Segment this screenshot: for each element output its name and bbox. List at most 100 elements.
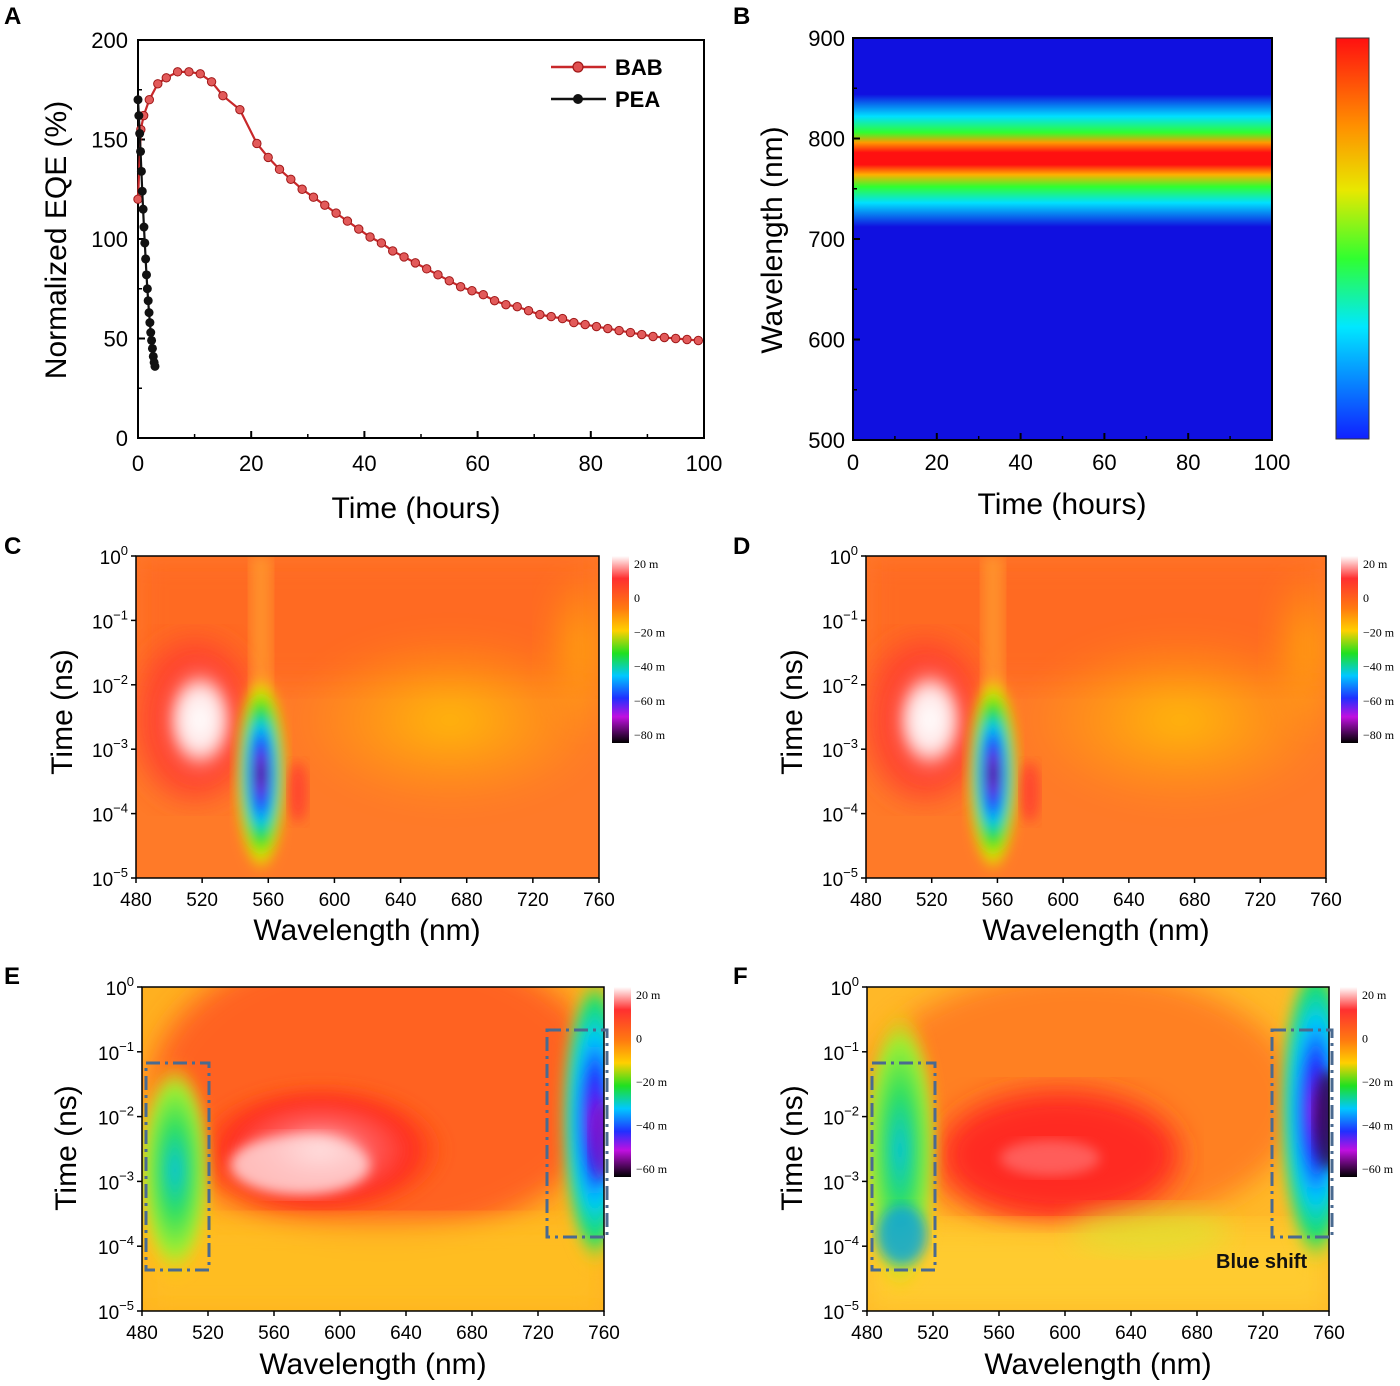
legend-pea-label: PEA xyxy=(615,87,660,112)
y-tick-label-c: 10−3 xyxy=(92,736,128,762)
point-bab xyxy=(659,332,670,343)
point-bab xyxy=(153,79,163,89)
colorbar-labels-c: 20 m 0 −20 m −40 m −60 m −80 m xyxy=(634,557,666,742)
y-tick-label-b: 600 xyxy=(808,328,845,353)
panel-letter-d: D xyxy=(733,533,750,560)
point-bab xyxy=(297,184,307,194)
x-axis-title-a: Time (hours) xyxy=(332,492,501,525)
ticks-d: 480 520 560 600 640 680 720 760 100 10−1 10−2 10−3 1… xyxy=(822,543,1342,911)
colorbar-label-f: −60 m xyxy=(1362,1162,1394,1176)
panel-letter-c: C xyxy=(4,533,21,560)
ticks-c: 480 520 560 600 640 680 720 760 100 10−1 10−2 10−3 1… xyxy=(92,543,615,911)
x-tick-label-f: 480 xyxy=(851,1323,883,1344)
panel-letter-e: E xyxy=(4,963,20,990)
panel-f: F Blue shift 480 520 560 600 640 680 720 760 100… xyxy=(733,963,1394,1381)
x-tick-label-e: 760 xyxy=(588,1323,620,1344)
series-line-bab xyxy=(136,70,699,342)
point-bab xyxy=(218,91,228,101)
y-tick-label-b: 800 xyxy=(808,127,845,152)
blue-shift-annotation: Blue shift xyxy=(1216,1251,1307,1273)
y-tick-label-f: 10−2 xyxy=(823,1104,859,1130)
colorbar-label-e: −60 m xyxy=(636,1162,668,1176)
point-bab xyxy=(557,313,568,324)
y-tick-label-e: 10−2 xyxy=(98,1104,134,1130)
colorbar-e xyxy=(614,987,631,1177)
colorbar-label-c: 20 m xyxy=(634,557,659,571)
point-bab xyxy=(274,164,285,175)
highlight-box-right-f xyxy=(1270,1028,1334,1239)
colorbar-label-d: −60 m xyxy=(1363,694,1395,708)
point-bab xyxy=(235,104,245,115)
heatmap-f xyxy=(867,987,1329,1311)
y-tick-label-d: 10−1 xyxy=(822,607,858,633)
point-bab xyxy=(399,252,409,262)
point-bab xyxy=(648,331,658,342)
point-bab xyxy=(421,264,432,274)
point-bab xyxy=(184,67,194,77)
x-tick-label-c: 560 xyxy=(252,890,284,911)
colorbar-label-e: −40 m xyxy=(636,1119,668,1133)
x-axis-title-e: Wavelength (nm) xyxy=(259,1348,486,1381)
y-tick-label-a: 200 xyxy=(91,28,128,53)
point-bab xyxy=(195,69,205,79)
x-tick-label-d: 480 xyxy=(850,890,882,911)
y-tick-label-c: 10−5 xyxy=(92,865,128,891)
highlight-box-right-e xyxy=(545,1028,609,1239)
colorbar-labels-d: 20 m 0 −20 m −40 m −60 m −80 m xyxy=(1363,557,1395,742)
x-tick-label-a: 100 xyxy=(686,451,723,476)
colorbar-label-f: −40 m xyxy=(1362,1119,1394,1133)
point-bab xyxy=(365,232,375,242)
point-bab xyxy=(591,321,602,332)
colorbar-label-e: 20 m xyxy=(636,988,661,1002)
point-pea xyxy=(147,335,157,345)
point-pea xyxy=(147,343,157,353)
ticks-a: 0 20 40 60 80 100 0 50 100 150 200 xyxy=(91,28,722,476)
y-tick-label-b: 500 xyxy=(808,428,845,453)
point-bab xyxy=(569,317,579,328)
x-tick-label-e: 720 xyxy=(522,1323,554,1344)
point-bab xyxy=(501,299,511,310)
panel-e: E 480 520 560 600 640 680 720 760 100 10−1 10−2 10−… xyxy=(4,963,668,1381)
panel-letter-b: B xyxy=(733,3,750,30)
heatmap-c xyxy=(136,556,599,878)
ticks-f: 480 520 560 600 640 680 720 760 100 10−1 10−2 10−3 1… xyxy=(823,974,1345,1344)
x-tick-label-f: 520 xyxy=(917,1323,949,1344)
point-bab xyxy=(133,194,143,204)
y-tick-label-e: 10−4 xyxy=(98,1233,134,1259)
y-axis-title-c: Time (ns) xyxy=(46,649,79,775)
x-tick-label-e: 560 xyxy=(258,1323,290,1344)
x-tick-label-d: 600 xyxy=(1047,890,1079,911)
y-tick-label-f: 10−4 xyxy=(823,1233,859,1259)
colorbar-label-c: −60 m xyxy=(634,694,666,708)
plot-frame-d xyxy=(865,555,1327,879)
legend-bab-label: BAB xyxy=(615,55,663,80)
y-tick-label-a: 150 xyxy=(91,128,128,153)
ticks-b: 0 20 40 60 80 100 500 600 700 800 900 xyxy=(808,26,1290,475)
point-bab xyxy=(161,73,172,83)
y-tick-label-e: 10−3 xyxy=(98,1168,134,1194)
colorbar-label-d: 0 xyxy=(1363,591,1369,605)
x-tick-label-d: 720 xyxy=(1244,890,1276,911)
colorbar-labels-e: 20 m 0 −20 m −40 m −60 m xyxy=(636,988,668,1176)
colorbar-label-f: 20 m xyxy=(1362,988,1387,1002)
point-bab xyxy=(523,305,534,316)
x-tick-label-a: 40 xyxy=(352,451,376,476)
x-tick-label-d: 520 xyxy=(916,890,948,911)
point-pea xyxy=(140,238,150,248)
point-bab xyxy=(467,286,477,296)
point-bab xyxy=(444,276,454,286)
colorbar-label-d: −80 m xyxy=(1363,728,1395,742)
point-bab xyxy=(286,174,296,185)
ticks-e: 480 520 560 600 640 680 720 760 100 10−1 10−2 10−3 1… xyxy=(98,974,620,1344)
colorbar-label-c: 0 xyxy=(634,591,640,605)
plot-frame-c xyxy=(135,555,600,879)
y-tick-label-a: 100 xyxy=(91,227,128,252)
y-tick-label-d: 10−5 xyxy=(822,865,858,891)
y-tick-label-c: 10−4 xyxy=(92,801,128,827)
plot-frame-e xyxy=(141,986,605,1312)
colorbar-label-f: −20 m xyxy=(1362,1075,1394,1089)
y-tick-label-a: 0 xyxy=(116,426,128,451)
heatmap-e xyxy=(142,987,604,1311)
colorbar-label-f: 0 xyxy=(1362,1032,1368,1046)
